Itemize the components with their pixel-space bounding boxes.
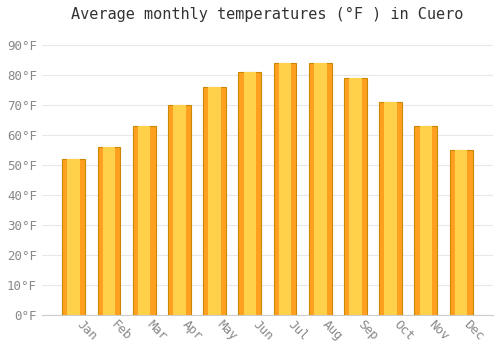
Bar [173,105,186,315]
Bar [314,63,326,315]
Bar [98,147,120,315]
Bar [309,63,332,315]
Bar [102,147,116,315]
Bar [138,126,150,315]
Bar [450,150,472,315]
Bar [208,87,221,315]
Bar [455,150,468,315]
Bar [379,102,402,315]
Bar [274,63,296,315]
Bar [278,63,291,315]
Bar [132,126,156,315]
Bar [68,159,80,315]
Bar [62,159,85,315]
Bar [384,102,397,315]
Bar [203,87,226,315]
Bar [420,126,432,315]
Bar [238,72,262,315]
Bar [244,72,256,315]
Bar [168,105,191,315]
Bar [349,78,362,315]
Bar [414,126,438,315]
Bar [344,78,367,315]
Title: Average monthly temperatures (°F ) in Cuero: Average monthly temperatures (°F ) in Cu… [71,7,464,22]
